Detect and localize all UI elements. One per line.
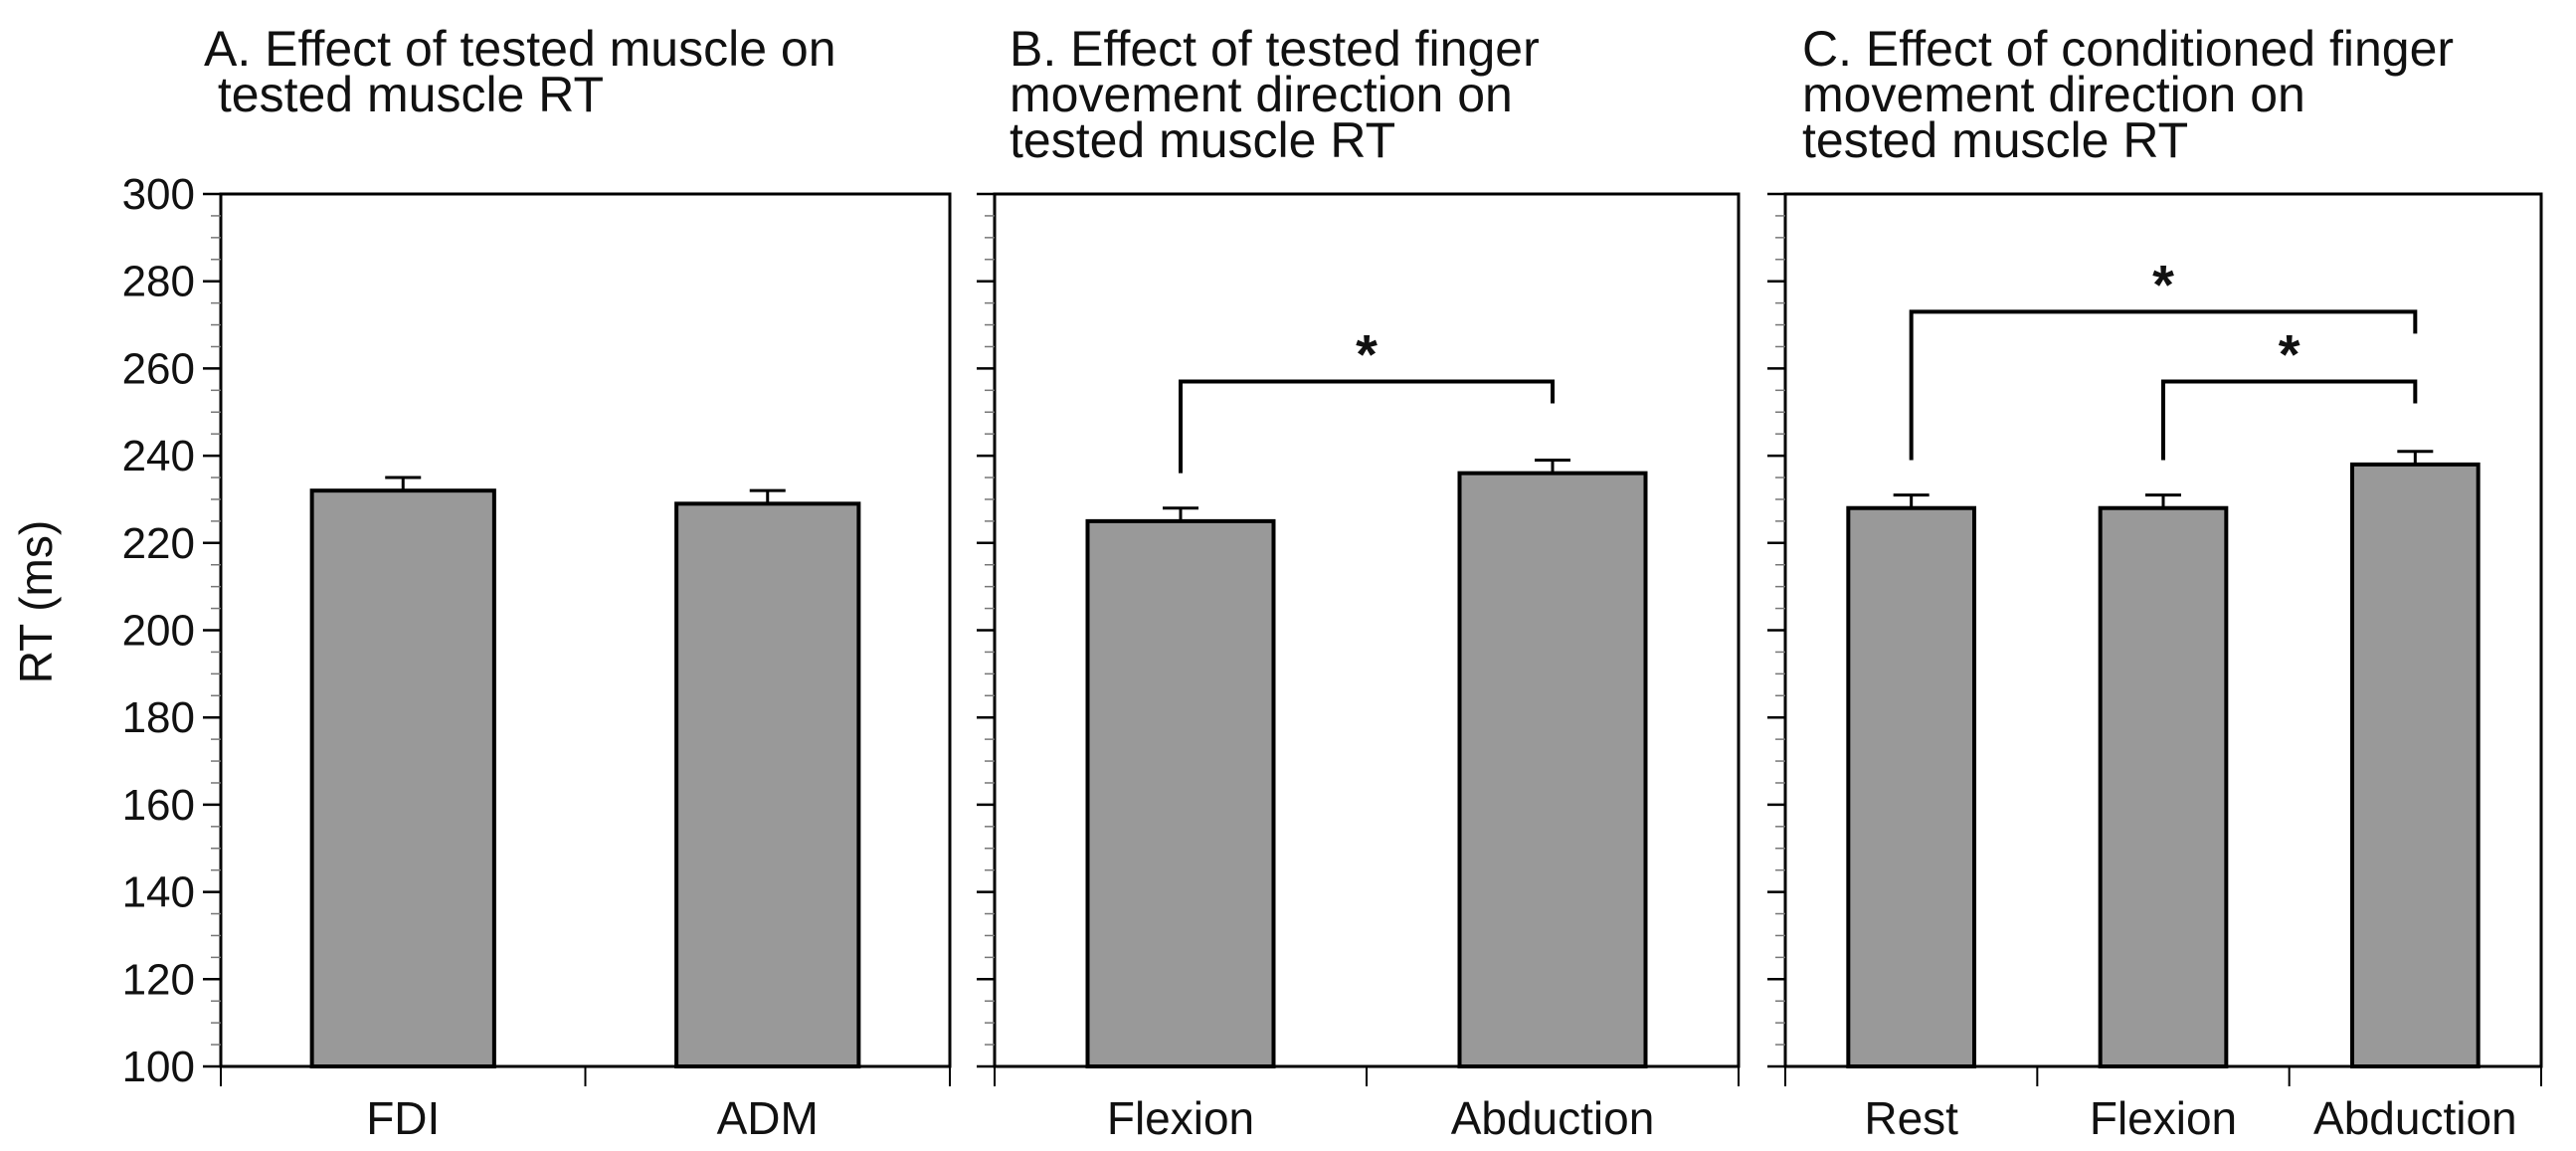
x-category-label: Flexion bbox=[1107, 1092, 1254, 1144]
y-tick-label: 260 bbox=[122, 344, 195, 393]
panel-title-line: tested muscle RT bbox=[1802, 112, 2188, 168]
y-tick-label: 180 bbox=[122, 693, 195, 742]
significance-bracket bbox=[1909, 309, 2418, 461]
panel-c: C. Effect of conditioned fingermovement … bbox=[1767, 21, 2543, 1144]
x-category-label: Abduction bbox=[2313, 1092, 2517, 1144]
bar-adm bbox=[674, 501, 861, 1068]
bar-flexion bbox=[2098, 505, 2229, 1069]
y-tick-label: 300 bbox=[122, 170, 195, 219]
significance-star: * bbox=[1356, 323, 1378, 386]
y-tick-label: 160 bbox=[122, 781, 195, 830]
x-category-label: ADM bbox=[717, 1092, 819, 1144]
bar-rest bbox=[1846, 505, 1977, 1069]
y-tick-label: 140 bbox=[122, 868, 195, 917]
y-tick-label: 220 bbox=[122, 519, 195, 568]
significance-star: * bbox=[2152, 253, 2174, 315]
y-axis-label: RT (ms) bbox=[10, 520, 62, 683]
bar-fdi bbox=[309, 488, 496, 1068]
panel-title-line: tested muscle RT bbox=[1010, 112, 1395, 168]
bar-abduction bbox=[2350, 462, 2481, 1068]
significance-bracket bbox=[2161, 379, 2418, 461]
y-tick-label: 200 bbox=[122, 607, 195, 656]
x-category-label: FDI bbox=[366, 1092, 440, 1144]
y-tick-label: 280 bbox=[122, 258, 195, 306]
panel-title-line: B. Effect of tested finger bbox=[1010, 21, 1540, 77]
panel-title-line: movement direction on bbox=[1802, 67, 2305, 122]
y-tick-label: 100 bbox=[122, 1043, 195, 1091]
y-tick-label: 120 bbox=[122, 955, 195, 1004]
significance-bracket bbox=[1179, 379, 1555, 474]
panel-title-line: tested muscle RT bbox=[204, 67, 604, 122]
x-category-label: Abduction bbox=[1451, 1092, 1655, 1144]
y-tick-label: 240 bbox=[122, 432, 195, 480]
panel-title-line: C. Effect of conditioned finger bbox=[1802, 21, 2454, 77]
significance-star: * bbox=[2279, 323, 2300, 386]
panel-title-line: A. Effect of tested muscle on bbox=[204, 21, 836, 77]
bar-abduction bbox=[1457, 471, 1648, 1068]
panels: A. Effect of tested muscle on tested mus… bbox=[122, 21, 2543, 1144]
panel-a: A. Effect of tested muscle on tested mus… bbox=[122, 21, 952, 1144]
panel-title-line: movement direction on bbox=[1010, 67, 1513, 122]
x-category-label: Rest bbox=[1864, 1092, 1958, 1144]
bar-flexion bbox=[1085, 518, 1276, 1068]
x-category-label: Flexion bbox=[2090, 1092, 2237, 1144]
